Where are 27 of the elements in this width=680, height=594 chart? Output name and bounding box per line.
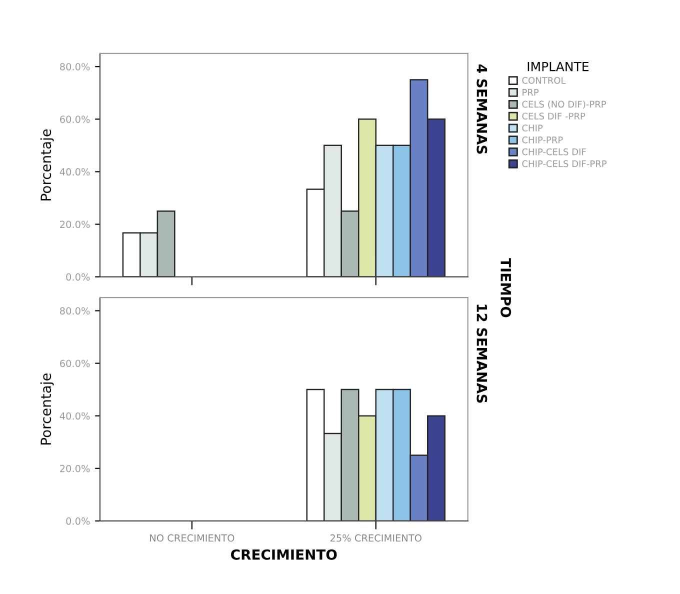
- y-axis-title: Porcentaje: [40, 129, 54, 200]
- y-tick-label: 20.0%: [60, 220, 90, 228]
- y-tick-label: 20.0%: [60, 464, 90, 472]
- y2-axis-title: 4 SEMANAS: [476, 64, 488, 154]
- y-tick-label: 80.0%: [60, 307, 90, 315]
- x-tick-label: 25% CRECIMIENTO: [330, 534, 422, 542]
- y-tick-label: 0.0%: [66, 273, 90, 281]
- legend-label: CHIP-PRP: [522, 136, 563, 144]
- legend-label: PRP: [522, 89, 539, 96]
- legend-label: CONTROL: [522, 77, 566, 84]
- y-axis-title: Porcentaje: [40, 373, 54, 444]
- text: TIEMPO: [500, 258, 512, 318]
- y-tick-label: 60.0%: [60, 360, 90, 368]
- x-axis-title: CRECIMIENTO: [231, 549, 337, 560]
- y-tick-label: 0.0%: [66, 517, 90, 525]
- y-tick-label: 40.0%: [60, 168, 90, 176]
- legend-label: CHIP-CELS DIF: [522, 148, 586, 156]
- y-tick-label: 60.0%: [60, 116, 90, 123]
- legend-label: CELS DIF -PRP: [522, 112, 586, 120]
- y-tick-label: 40.0%: [60, 412, 90, 420]
- y-tick-label: 80.0%: [60, 63, 90, 70]
- legend-title: IMPLANTE: [528, 62, 588, 72]
- y2-axis-title: 12 SEMANAS: [476, 304, 488, 403]
- legend-label: CHIP-CELS DIF-PRP: [522, 160, 607, 168]
- x-tick-label: NO CRECIMIENTO: [150, 534, 234, 542]
- legend-label: CELS (NO DIF)-PRP: [522, 100, 606, 109]
- legend-label: CHIP: [522, 124, 543, 132]
